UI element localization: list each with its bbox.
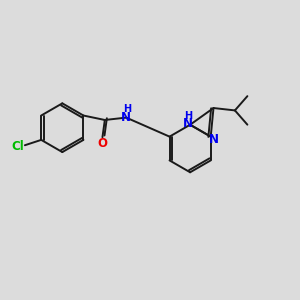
Text: H: H [184, 111, 193, 122]
Text: N: N [209, 133, 219, 146]
Text: H: H [123, 104, 131, 114]
Text: N: N [183, 117, 193, 130]
Text: Cl: Cl [11, 140, 24, 153]
Text: O: O [98, 137, 107, 150]
Text: N: N [121, 111, 131, 124]
